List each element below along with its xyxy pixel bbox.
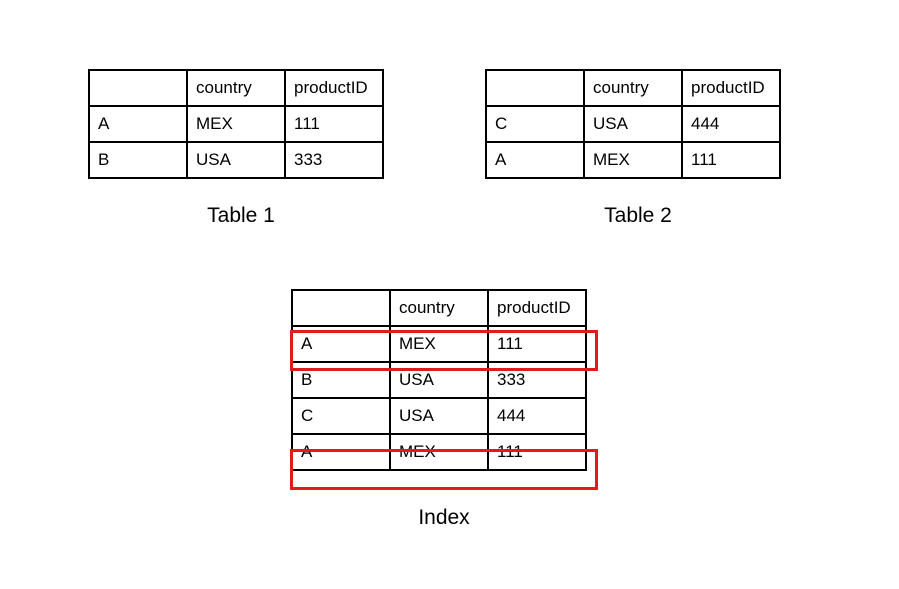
cell-index: C — [485, 105, 585, 143]
table-1-caption: Table 1 — [207, 204, 275, 227]
index-caption: Index — [418, 506, 470, 529]
header-cell-index — [291, 289, 391, 327]
cell-index: A — [291, 433, 391, 471]
cell-index: B — [291, 361, 391, 399]
header-cell-index — [88, 69, 188, 107]
header-cell-productid: productID — [681, 69, 781, 107]
index-table: country productID A MEX 111 B USA 333 C … — [291, 289, 587, 471]
index-table-grid: country productID A MEX 111 B USA 333 C … — [291, 289, 587, 471]
header-cell-productid: productID — [487, 289, 587, 327]
table-row-header: country productID — [485, 69, 781, 107]
cell-productid: 444 — [487, 397, 587, 435]
cell-country: MEX — [389, 433, 489, 471]
table-row-header: country productID — [291, 289, 587, 327]
cell-country: USA — [389, 397, 489, 435]
cell-productid: 111 — [487, 433, 587, 471]
cell-index: A — [485, 141, 585, 179]
header-cell-country: country — [583, 69, 683, 107]
cell-country: USA — [583, 105, 683, 143]
cell-country: MEX — [583, 141, 683, 179]
table-2-grid: country productID C USA 444 A MEX 111 — [485, 69, 781, 179]
table-row: A MEX 111 — [88, 105, 384, 143]
header-cell-country: country — [186, 69, 286, 107]
table-row: C USA 444 — [291, 397, 587, 435]
table-2-caption: Table 2 — [604, 204, 672, 227]
table-2: country productID C USA 444 A MEX 111 — [485, 69, 781, 179]
cell-productid: 111 — [487, 325, 587, 363]
table-1-grid: country productID A MEX 111 B USA 333 — [88, 69, 384, 179]
table-row: B USA 333 — [88, 141, 384, 179]
header-cell-country: country — [389, 289, 489, 327]
table-row: A MEX 111 — [291, 433, 587, 471]
table-1: country productID A MEX 111 B USA 333 — [88, 69, 384, 179]
cell-productid: 333 — [284, 141, 384, 179]
table-row: A MEX 111 — [291, 325, 587, 363]
table-row-header: country productID — [88, 69, 384, 107]
table-row: C USA 444 — [485, 105, 781, 143]
header-cell-productid: productID — [284, 69, 384, 107]
cell-country: MEX — [186, 105, 286, 143]
cell-productid: 111 — [681, 141, 781, 179]
cell-index: A — [291, 325, 391, 363]
cell-productid: 444 — [681, 105, 781, 143]
cell-country: USA — [186, 141, 286, 179]
cell-productid: 333 — [487, 361, 587, 399]
table-row: B USA 333 — [291, 361, 587, 399]
cell-country: USA — [389, 361, 489, 399]
table-row: A MEX 111 — [485, 141, 781, 179]
cell-country: MEX — [389, 325, 489, 363]
header-cell-index — [485, 69, 585, 107]
cell-index: C — [291, 397, 391, 435]
cell-index: B — [88, 141, 188, 179]
cell-index: A — [88, 105, 188, 143]
cell-productid: 111 — [284, 105, 384, 143]
